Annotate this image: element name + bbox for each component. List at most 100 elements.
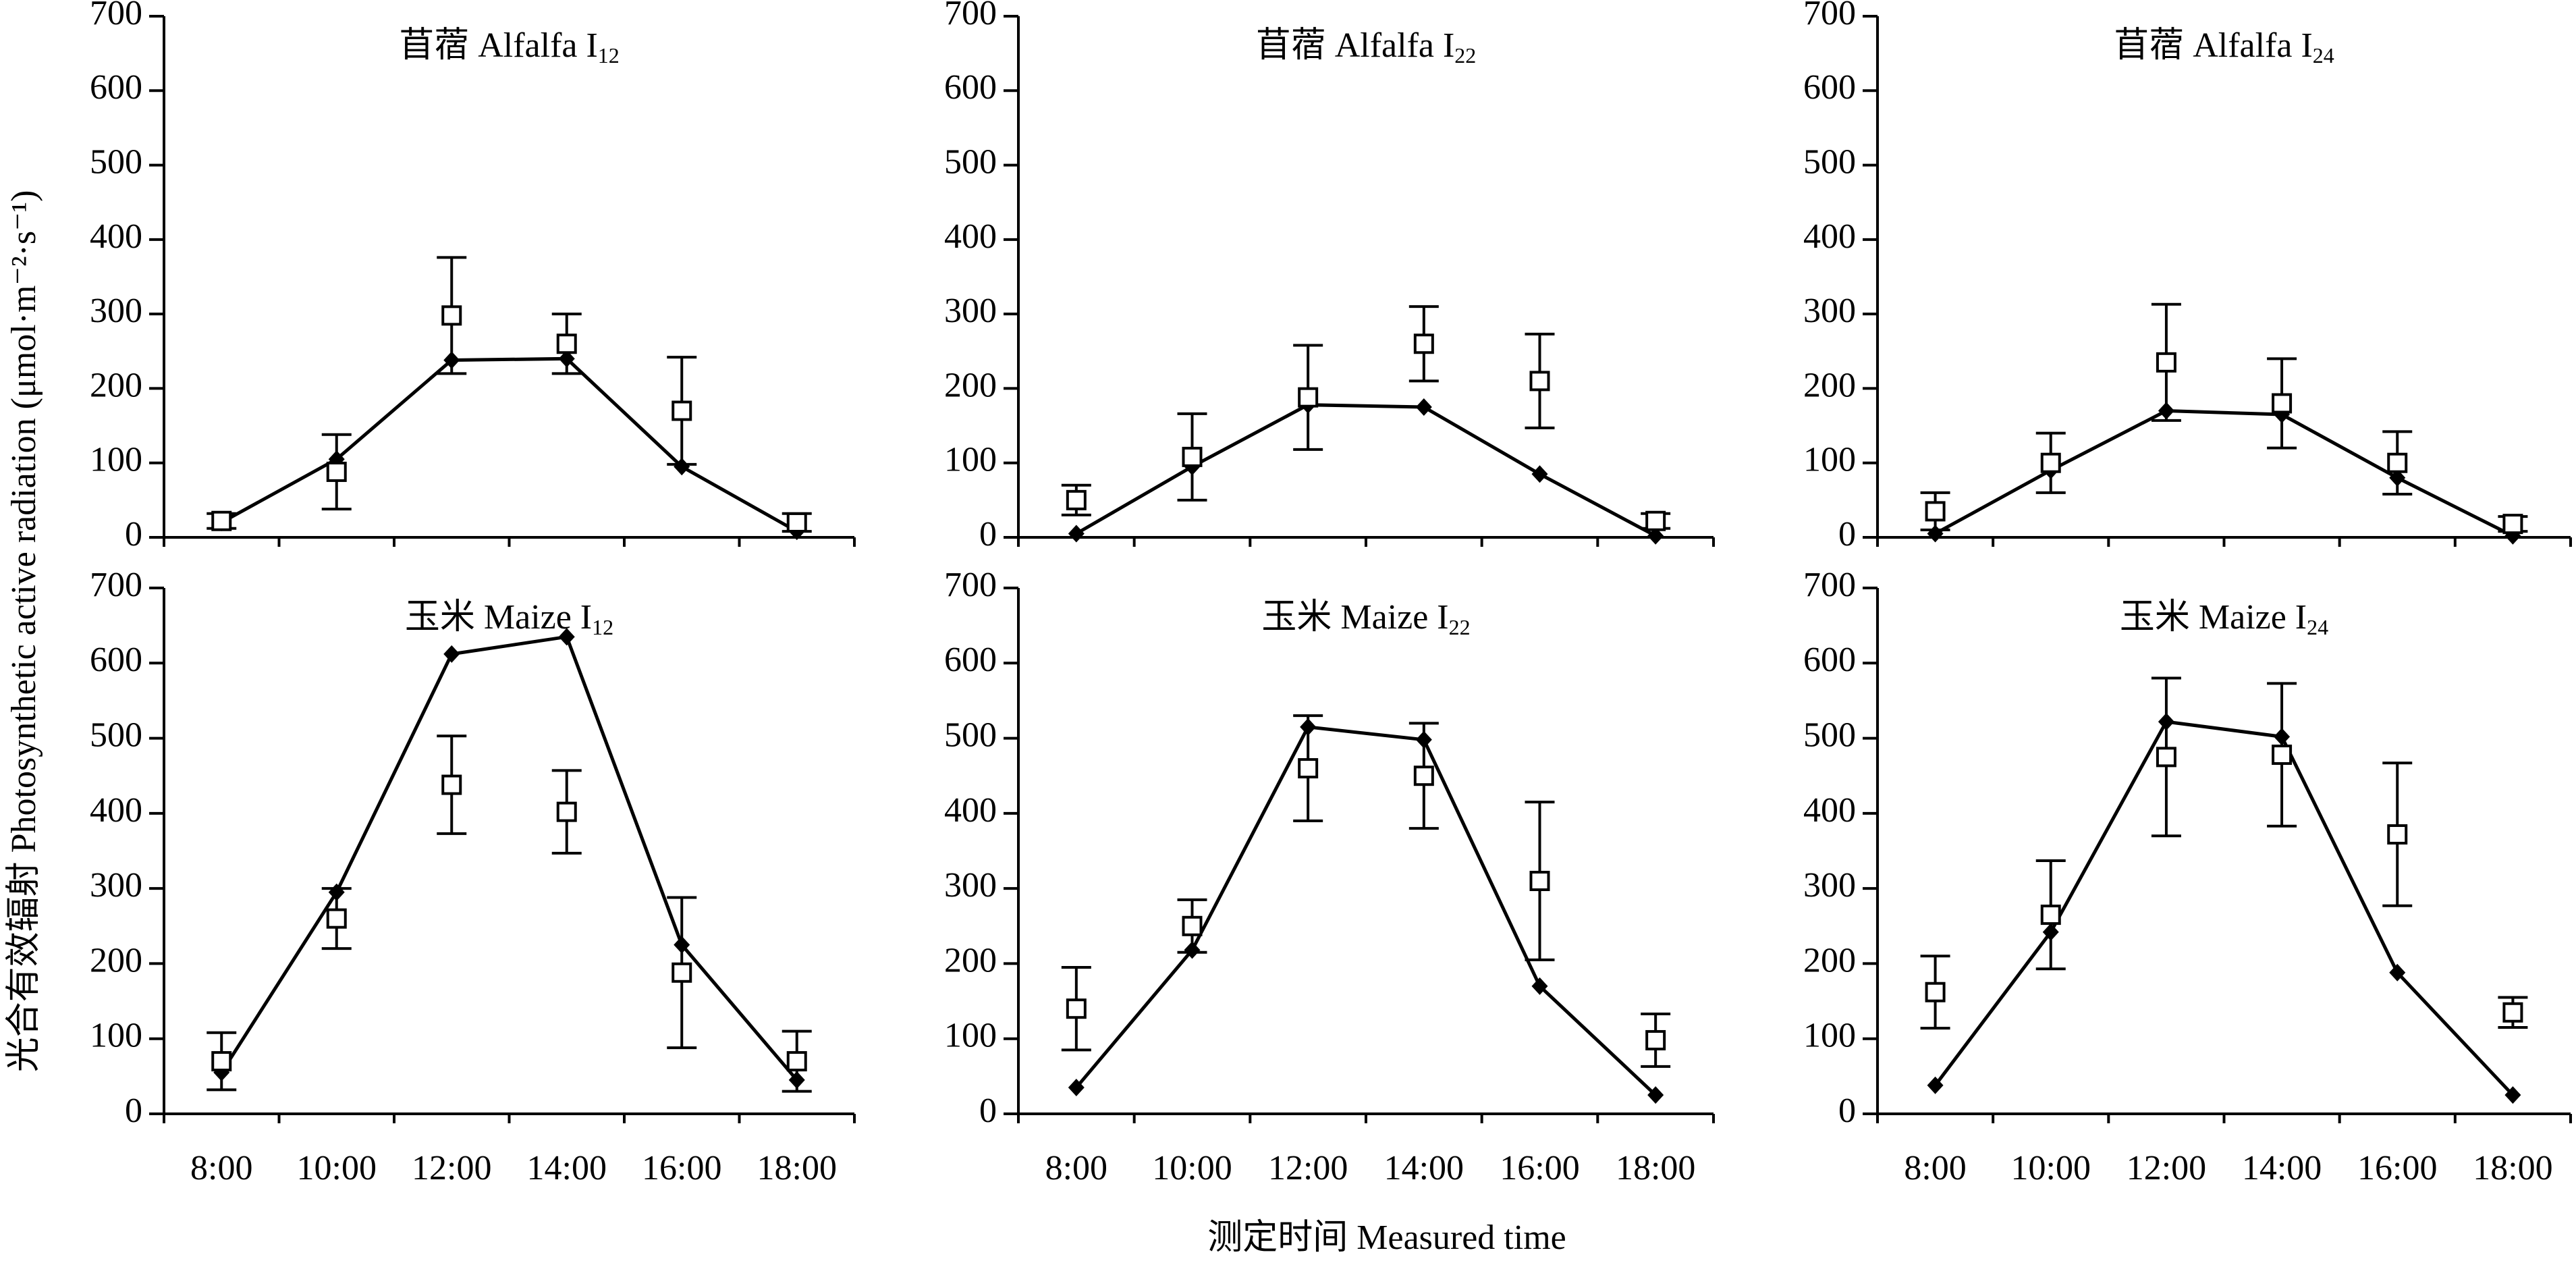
square-marker xyxy=(1182,915,1203,936)
y-tick-label: 200 xyxy=(1803,366,1856,404)
y-tick-label: 200 xyxy=(90,941,142,980)
square-marker xyxy=(1529,871,1550,892)
square-marker xyxy=(2387,824,2408,845)
y-tick-label: 0 xyxy=(1838,1092,1856,1130)
square-marker xyxy=(786,512,807,533)
y-tick-label: 200 xyxy=(944,941,997,980)
diamond-marker xyxy=(1415,398,1432,416)
y-tick-label: 100 xyxy=(944,1017,997,1055)
panel-title: 玉米 Maize I12 xyxy=(405,598,613,639)
square-marker xyxy=(1529,371,1550,392)
y-tick-label: 700 xyxy=(1803,566,1856,604)
square-marker xyxy=(2502,1002,2523,1023)
y-tick-label: 500 xyxy=(944,716,997,755)
y-tick-label: 600 xyxy=(944,68,997,107)
diamond-marker xyxy=(1927,1076,1944,1094)
y-tick-label: 200 xyxy=(90,366,142,404)
series-line xyxy=(1934,408,2514,538)
diamond-marker xyxy=(2389,963,2406,982)
y-tick-label: 100 xyxy=(1803,441,1856,479)
y-tick-label: 100 xyxy=(90,1017,142,1055)
square-marker xyxy=(211,1051,232,1072)
y-tick-label: 500 xyxy=(944,143,997,182)
square-marker xyxy=(441,305,462,326)
series-line xyxy=(1074,725,1657,1097)
panel-title: 苜蓿 Alfalfa I12 xyxy=(399,26,620,68)
y-tick-label: 400 xyxy=(1803,791,1856,830)
title-text: 苜蓿 Alfalfa I xyxy=(1256,26,1455,65)
square-marker xyxy=(441,774,462,795)
square-marker xyxy=(2156,747,2176,768)
panel-title: 玉米 Maize I24 xyxy=(2120,598,2328,639)
y-tick-label: 500 xyxy=(90,143,142,182)
square-marker xyxy=(326,461,347,482)
diamond-marker xyxy=(1068,525,1085,543)
title-subscript: 24 xyxy=(2307,615,2328,639)
x-tick-label: 14:00 xyxy=(1384,1149,1464,1187)
title-subscript: 22 xyxy=(1449,615,1471,639)
y-tick-label: 300 xyxy=(944,292,997,330)
panel-title: 玉米 Maize I22 xyxy=(1261,598,1470,639)
square-marker xyxy=(1413,333,1434,354)
x-tick-label: 8:00 xyxy=(1045,1149,1107,1187)
y-tick-label: 200 xyxy=(1803,941,1856,980)
x-tick-label: 18:00 xyxy=(1616,1149,1695,1187)
square-marker xyxy=(1066,489,1087,510)
title-subscript: 12 xyxy=(592,615,613,639)
y-tick-label: 700 xyxy=(90,0,142,32)
square-marker xyxy=(556,801,577,822)
square-marker xyxy=(1182,446,1203,467)
y-tick-label: 500 xyxy=(90,716,142,755)
title-text: 玉米 Maize I xyxy=(405,598,592,637)
x-tick-label: 12:00 xyxy=(1268,1149,1348,1187)
square-marker xyxy=(2040,905,2061,925)
y-tick-label: 600 xyxy=(90,641,142,679)
panel-title: 苜蓿 Alfalfa I24 xyxy=(2114,26,2334,68)
square-marker xyxy=(2387,452,2408,473)
x-tick-label: 10:00 xyxy=(297,1149,377,1187)
x-tick-label: 18:00 xyxy=(2473,1149,2552,1187)
x-tick-label: 18:00 xyxy=(757,1149,837,1187)
diamond-marker xyxy=(1647,527,1664,545)
square-marker xyxy=(1298,758,1319,779)
title-subscript: 22 xyxy=(1454,43,1476,68)
x-axis-label: 测定时间 Measured time xyxy=(1207,1218,1566,1257)
y-tick-label: 0 xyxy=(1838,515,1856,554)
y-tick-label: 700 xyxy=(944,566,997,604)
y-tick-label: 0 xyxy=(979,1092,997,1130)
x-tick-label: 14:00 xyxy=(527,1149,607,1187)
diamond-marker xyxy=(558,628,575,646)
y-tick-label: 700 xyxy=(944,0,997,32)
square-marker xyxy=(786,1051,807,1072)
y-tick-label: 400 xyxy=(1803,217,1856,256)
y-tick-label: 0 xyxy=(125,515,142,554)
y-tick-label: 500 xyxy=(1803,143,1856,182)
y-tick-label: 100 xyxy=(944,441,997,479)
y-tick-label: 100 xyxy=(90,441,142,479)
y-tick-label: 0 xyxy=(125,1092,142,1130)
y-tick-label: 300 xyxy=(1803,866,1856,905)
title-text: 苜蓿 Alfalfa I xyxy=(399,26,598,65)
y-tick-label: 600 xyxy=(1803,641,1856,679)
square-marker xyxy=(2040,452,2061,473)
y-tick-label: 400 xyxy=(90,217,142,256)
diamond-marker xyxy=(1647,1086,1664,1104)
y-tick-label: 600 xyxy=(1803,68,1856,107)
series-line xyxy=(1075,403,1657,537)
diamond-marker xyxy=(1531,465,1548,483)
y-tick-label: 200 xyxy=(944,366,997,404)
square-marker xyxy=(1298,387,1319,408)
series-line xyxy=(221,356,798,533)
square-marker xyxy=(672,962,692,983)
x-tick-label: 10:00 xyxy=(1152,1149,1232,1187)
square-marker xyxy=(1925,982,1946,1002)
square-marker xyxy=(326,908,347,929)
diamond-marker xyxy=(443,645,460,663)
x-tick-label: 12:00 xyxy=(412,1149,491,1187)
diamond-marker xyxy=(2504,1086,2521,1104)
square-marker xyxy=(1645,510,1666,531)
x-tick-label: 8:00 xyxy=(1904,1149,1966,1187)
y-tick-label: 700 xyxy=(1803,0,1856,32)
y-tick-label: 300 xyxy=(1803,292,1856,330)
